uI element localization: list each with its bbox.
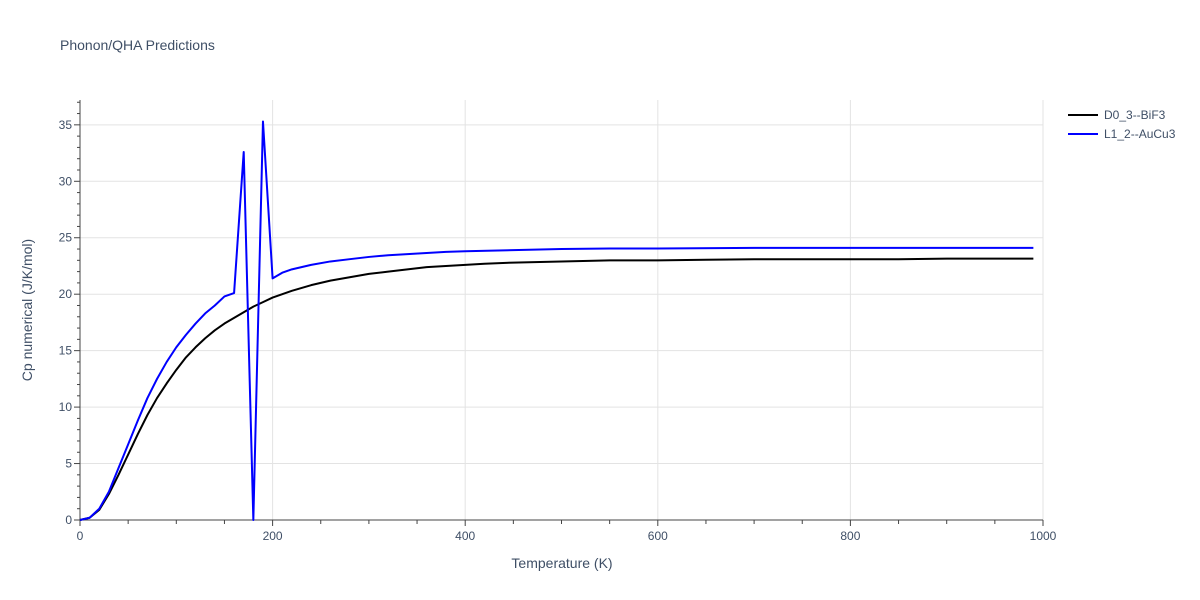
x-tick-label: 600 — [648, 529, 668, 543]
legend-item[interactable]: L1_2--AuCu3 — [1068, 127, 1176, 141]
chart-title: Phonon/QHA Predictions — [60, 37, 215, 53]
y-tick-label: 0 — [65, 513, 72, 527]
x-tick-label: 1000 — [1030, 529, 1057, 543]
y-tick-label: 10 — [59, 400, 73, 414]
x-axis-title: Temperature (K) — [511, 555, 612, 571]
series-group — [79, 120, 1034, 521]
x-tick-label: 400 — [455, 529, 475, 543]
y-tick-label: 25 — [59, 231, 73, 245]
series-line-1 — [79, 120, 1034, 521]
grid — [80, 100, 1044, 520]
axes: 0 5 10 15 20 25 30 35 0 200 400 600 800 1000 — [59, 100, 1057, 543]
series-line-0 — [79, 257, 1034, 521]
y-tick-label: 15 — [59, 344, 73, 358]
y-tick-label: 20 — [59, 287, 73, 301]
x-tick-label: 800 — [840, 529, 860, 543]
y-tick-label: 5 — [65, 457, 72, 471]
y-tick-label: 30 — [59, 174, 73, 188]
legend[interactable]: D0_3--BiF3 L1_2--AuCu3 — [1068, 108, 1176, 141]
legend-label: D0_3--BiF3 — [1104, 108, 1166, 122]
legend-label: L1_2--AuCu3 — [1104, 127, 1176, 141]
y-axis-title: Cp numerical (J/K/mol) — [19, 239, 35, 381]
x-tick-label: 200 — [263, 529, 283, 543]
x-tick-label: 0 — [77, 529, 84, 543]
legend-item[interactable]: D0_3--BiF3 — [1068, 108, 1166, 122]
y-tick-label: 35 — [59, 118, 73, 132]
